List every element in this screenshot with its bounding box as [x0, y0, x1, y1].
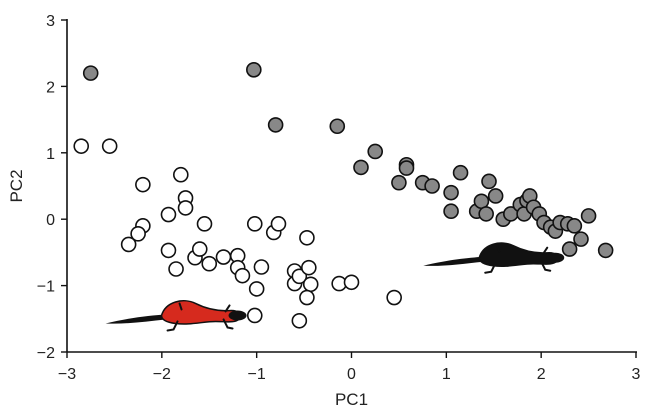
open-point: [191, 241, 208, 257]
open-point: [201, 255, 218, 272]
filled-point: [367, 143, 384, 160]
open-point: [246, 216, 263, 232]
filled-point: [246, 62, 262, 78]
y-tick-label: 1: [46, 146, 55, 163]
open-point: [234, 267, 251, 284]
filled-point: [597, 242, 614, 259]
open-point: [196, 216, 213, 232]
x-ticks: −3 −2 −1 0 1 2 3: [58, 352, 641, 383]
x-tick-label: −3: [58, 366, 76, 383]
x-axis-title: PC1: [335, 390, 368, 409]
filled-point: [424, 178, 440, 194]
y-tick-label: −1: [37, 279, 55, 296]
y-tick-label: 2: [46, 79, 55, 96]
filled-point: [573, 231, 589, 247]
open-point: [343, 274, 360, 291]
y-tick-label: 3: [46, 13, 55, 30]
filled-point: [267, 117, 284, 133]
red-salamander-icon: [105, 300, 247, 332]
filled-point: [398, 160, 415, 176]
x-tick-label: 0: [347, 366, 356, 383]
open-point: [248, 281, 265, 297]
filled-point: [82, 65, 99, 81]
open-point: [215, 249, 232, 265]
open-point: [135, 176, 151, 193]
black-salamander-icon: [423, 242, 565, 274]
filled-point: [580, 208, 597, 224]
filled-point: [353, 159, 369, 176]
open-point: [101, 138, 118, 154]
y-tick-label: −2: [37, 345, 55, 362]
filled-point: [487, 188, 504, 204]
filled-point: [443, 203, 459, 220]
y-tick-label: 0: [46, 212, 55, 229]
data-points: [73, 62, 614, 329]
filled-point: [566, 218, 583, 234]
open-point: [301, 259, 317, 276]
open-point: [299, 229, 315, 246]
open-point: [291, 312, 308, 329]
open-point: [177, 200, 194, 216]
open-point: [160, 242, 177, 259]
salamander-icons: [105, 242, 565, 332]
open-point: [120, 236, 137, 253]
filled-point: [329, 118, 346, 135]
x-tick-label: −2: [153, 366, 171, 383]
open-point: [160, 206, 177, 223]
x-tick-label: −1: [248, 366, 266, 383]
x-tick-label: 3: [632, 366, 641, 383]
open-point: [130, 226, 146, 242]
open-point: [291, 268, 308, 285]
open-point: [246, 307, 263, 324]
open-point: [299, 289, 315, 306]
y-axis-title: PC2: [7, 169, 26, 202]
filled-point: [452, 164, 469, 181]
open-point: [73, 138, 90, 154]
filled-point: [391, 174, 407, 191]
open-point: [270, 216, 287, 232]
x-tick-label: 1: [442, 366, 451, 383]
open-point: [386, 289, 402, 306]
open-point: [168, 261, 184, 277]
x-tick-label: 2: [537, 366, 546, 383]
filled-point: [561, 241, 578, 257]
filled-point: [478, 206, 494, 222]
filled-point: [443, 184, 459, 201]
open-point: [173, 166, 189, 183]
open-point: [302, 276, 319, 293]
y-ticks: −2 −1 0 1 2 3: [37, 13, 67, 362]
open-point: [253, 259, 270, 275]
filled-point: [481, 173, 497, 190]
